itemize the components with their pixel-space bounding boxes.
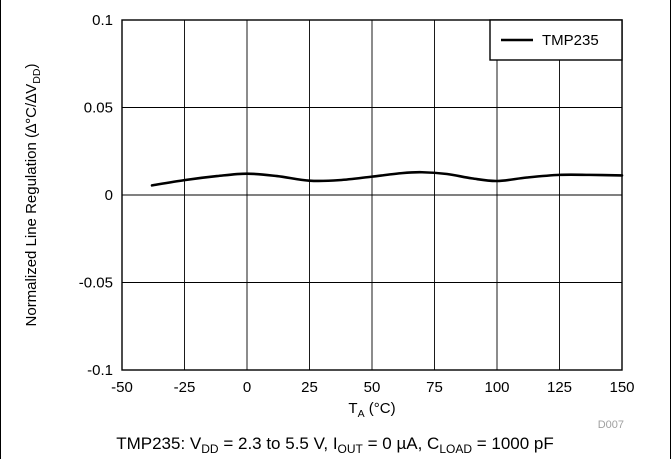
y-tick-label: -0.1 [87,362,113,379]
y-axis-title: Normalized Line Regulation (∆°C/∆VDD) [23,64,43,327]
x-tick-label: 50 [364,379,381,396]
y-axis-title-rest: ) [23,64,40,69]
x-axis-title-main: T [348,400,357,417]
legend: TMP235 [489,19,623,61]
caption-part-4: = 1000 pF [472,434,554,453]
x-axis-title-sub: A [358,408,365,420]
caption-part-1: TMP235: V [116,434,202,453]
x-tick-label: 75 [426,379,443,396]
series [150,170,624,187]
x-tick-label: -25 [174,379,196,396]
x-tick-label: -50 [111,379,133,396]
figure-reference-code: D007 [598,419,624,431]
y-axis-title-main: Normalized Line Regulation (∆°C/∆V [23,84,40,327]
y-tick-label: 0.05 [84,100,113,117]
caption-part-3: = 0 µA, C [363,434,439,453]
legend-label-tmp235: TMP235 [542,32,599,49]
x-tick-label: 100 [484,379,509,396]
caption-sub-vdd: DD [201,442,219,456]
y-axis-title-sub: DD [31,68,43,84]
x-tick-label: 0 [243,379,251,396]
x-tick-label: 125 [547,379,572,396]
caption-sub-cload: LOAD [439,442,472,456]
y-tick-label: 0.1 [92,12,113,29]
x-tick-label: 150 [609,379,634,396]
tick-labels: -50 -25 0 25 50 75 100 125 150 -0.1 -0.05 0 0.05 0.1 [79,12,635,396]
y-tick-label: -0.05 [79,275,113,292]
caption-sub-iout: OUT [338,442,364,456]
grid [121,19,623,371]
x-axis-title-rest: (°C) [365,400,396,417]
y-tick-label: 0 [105,187,113,204]
plot-area-frame [121,19,623,371]
series-line-tmp235 [150,170,624,187]
x-axis-title: TA (°C) [348,400,395,420]
x-tick-label: 25 [301,379,318,396]
caption-part-2: = 2.3 to 5.5 V, I [219,434,338,453]
figure-caption: TMP235: VDD = 2.3 to 5.5 V, IOUT = 0 µA,… [116,434,554,456]
